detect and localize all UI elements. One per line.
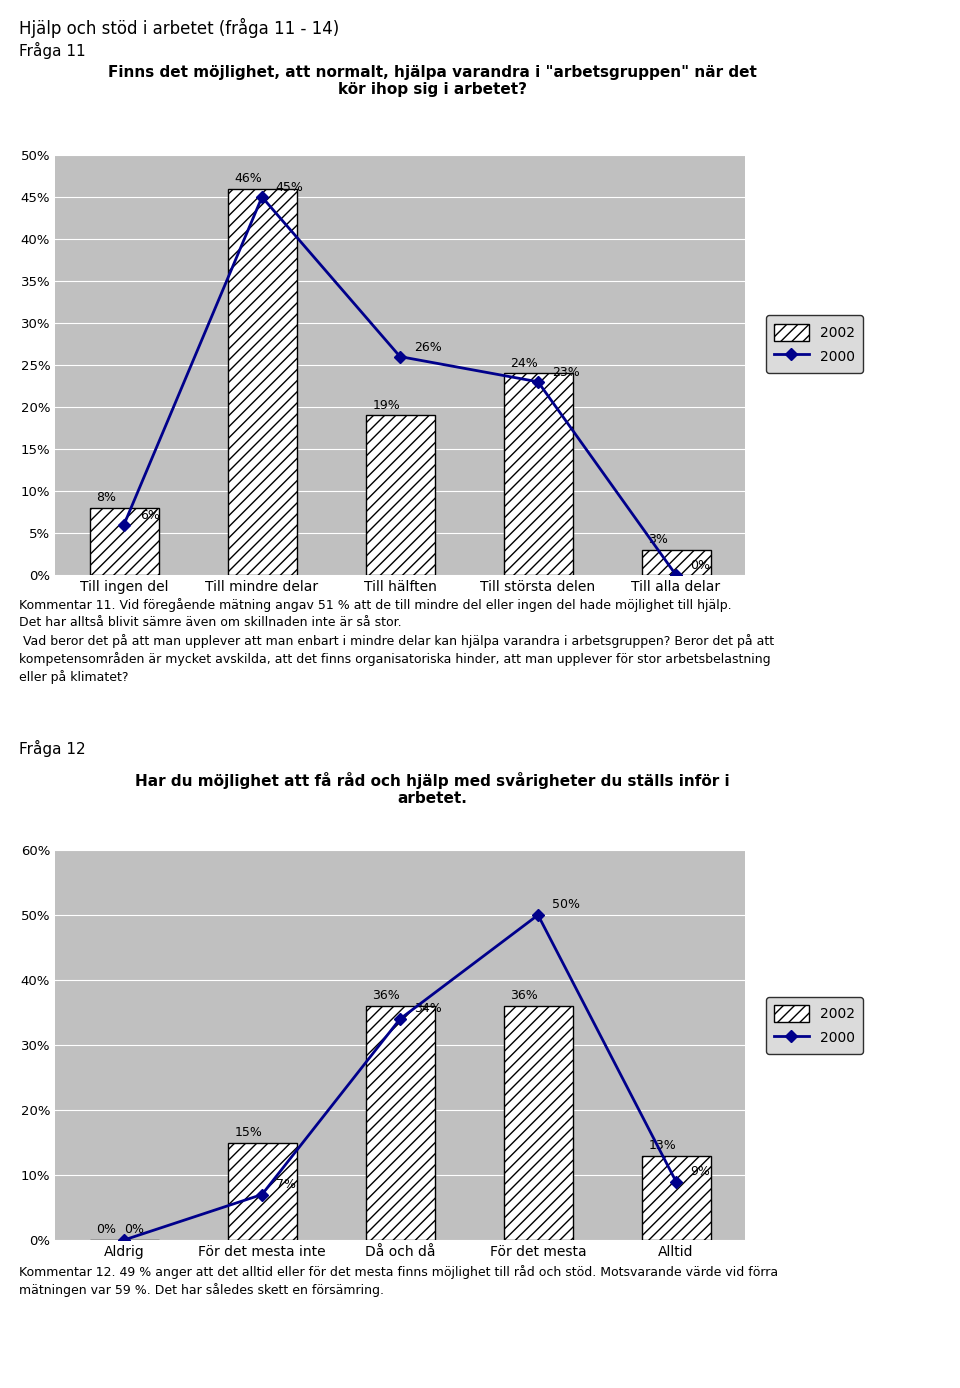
Text: 6%: 6% — [140, 509, 160, 522]
Text: 50%: 50% — [552, 898, 580, 911]
Text: 3%: 3% — [648, 533, 668, 547]
Text: Det har alltså blivit sämre även om skillnaden inte är så stor.: Det har alltså blivit sämre även om skil… — [19, 616, 402, 629]
Text: Finns det möjlighet, att normalt, hjälpa varandra i "arbetsgruppen" när det
kör : Finns det möjlighet, att normalt, hjälpa… — [108, 65, 756, 97]
Bar — [503, 1006, 572, 1239]
Bar — [366, 1006, 435, 1239]
Text: Kommentar 12. 49 % anger att det alltid eller för det mesta finns möjlighet till: Kommentar 12. 49 % anger att det alltid … — [19, 1264, 779, 1278]
Text: 45%: 45% — [276, 182, 303, 194]
Text: Kommentar 11. Vid föregående mätning angav 51 % att de till mindre del eller ing: Kommentar 11. Vid föregående mätning ang… — [19, 598, 732, 612]
Text: Har du möjlighet att få råd och hjälp med svårigheter du ställs inför i
arbetet.: Har du möjlighet att få råd och hjälp me… — [134, 772, 730, 806]
Text: mätningen var 59 %. Det har således skett en försämring.: mätningen var 59 %. Det har således sket… — [19, 1283, 384, 1296]
Text: 8%: 8% — [96, 491, 116, 504]
Text: 36%: 36% — [511, 990, 539, 1002]
Legend: 2002, 2000: 2002, 2000 — [766, 997, 863, 1055]
Text: 9%: 9% — [690, 1165, 709, 1177]
Text: Fråga 11: Fråga 11 — [19, 42, 85, 60]
Text: 34%: 34% — [414, 1002, 442, 1015]
Text: 46%: 46% — [234, 172, 262, 185]
Text: kompetensområden är mycket avskilda, att det finns organisatoriska hinder, att m: kompetensområden är mycket avskilda, att… — [19, 652, 771, 666]
Bar — [228, 1142, 297, 1239]
Legend: 2002, 2000: 2002, 2000 — [766, 315, 863, 373]
Text: Hjälp och stöd i arbetet (fråga 11 - 14): Hjälp och stöd i arbetet (fråga 11 - 14) — [19, 18, 340, 37]
Bar — [89, 508, 158, 575]
Text: 7%: 7% — [276, 1177, 296, 1191]
Text: 0%: 0% — [690, 559, 709, 572]
Text: 13%: 13% — [648, 1138, 676, 1152]
Text: Fråga 12: Fråga 12 — [19, 740, 85, 756]
Bar — [641, 1155, 710, 1239]
Bar — [503, 373, 572, 575]
Bar — [641, 550, 710, 575]
Bar — [228, 189, 297, 575]
Text: 0%: 0% — [96, 1223, 116, 1237]
Text: 19%: 19% — [372, 398, 400, 412]
Text: Vad beror det på att man upplever att man enbart i mindre delar kan hjälpa varan: Vad beror det på att man upplever att ma… — [19, 634, 775, 648]
Text: 15%: 15% — [234, 1126, 262, 1138]
Bar — [366, 415, 435, 575]
Text: 24%: 24% — [511, 357, 539, 371]
Text: eller på klimatet?: eller på klimatet? — [19, 670, 129, 684]
Text: 23%: 23% — [552, 366, 580, 379]
Text: 36%: 36% — [372, 990, 400, 1002]
Text: 0%: 0% — [124, 1223, 144, 1237]
Text: 26%: 26% — [414, 341, 442, 354]
